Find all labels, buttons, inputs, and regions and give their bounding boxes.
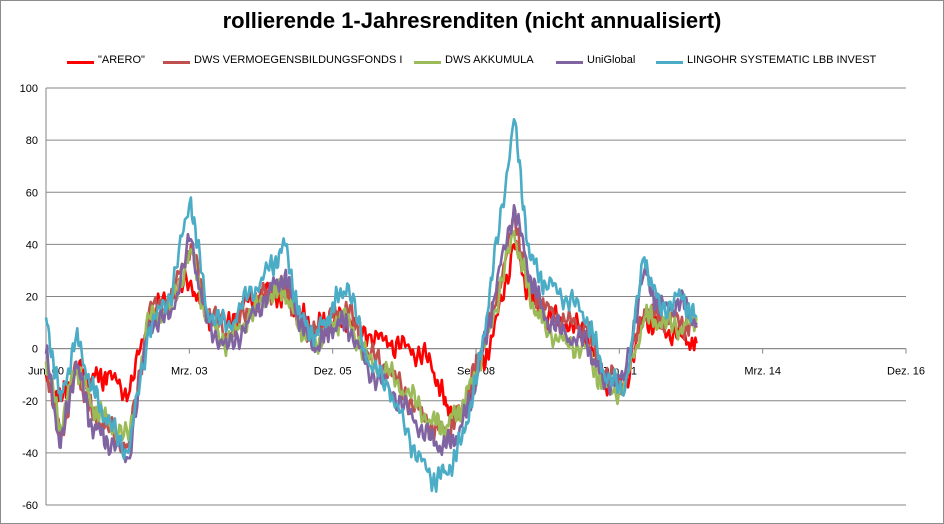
legend-label-dws-akkumula: DWS AKKUMULA (445, 54, 534, 66)
series-line-1 (44, 217, 698, 454)
y-tick-label: -40 (22, 448, 38, 460)
series-line-4 (44, 118, 698, 493)
legend-swatch-lingohr (656, 61, 683, 64)
y-tick-label: 80 (26, 135, 38, 147)
y-tick-label: 0 (32, 344, 38, 356)
legend-label-arero: "ARERO" (98, 54, 145, 66)
legend-swatch-dws-vermoegensbildungsfonds (163, 61, 190, 64)
x-tick-label: Dez. 05 (314, 366, 352, 378)
legend-label-uniglobal: UniGlobal (587, 54, 636, 66)
y-tick-label: -60 (22, 500, 38, 512)
y-tick-label: 20 (26, 292, 38, 304)
y-tick-label: 100 (20, 83, 38, 95)
series-line-0 (44, 240, 698, 419)
legend-label-lingohr: LINGOHR SYSTEMATIC LBB INVEST (687, 54, 877, 66)
x-tick-label: Mrz. 03 (171, 366, 208, 378)
chart-legend: "ARERO" DWS VERMOEGENSBILDUNGSFONDS I DW… (0, 53, 944, 71)
legend-swatch-dws-akkumula (414, 61, 441, 64)
legend-swatch-arero (67, 61, 94, 64)
y-tick-label: -20 (22, 396, 38, 408)
y-tick-label: 40 (26, 239, 38, 251)
chart-title: rollierende 1-Jahresrenditen (nicht annu… (222, 8, 722, 33)
x-tick-label: Mrz. 14 (744, 366, 781, 378)
legend-label-dws-vermoegensbildungsfonds: DWS VERMOEGENSBILDUNGSFONDS I (194, 54, 403, 66)
legend-swatch-uniglobal (556, 61, 583, 64)
x-tick-label: Dez. 16 (887, 366, 925, 378)
series-line-3 (44, 204, 698, 464)
y-tick-label: 60 (26, 187, 38, 199)
